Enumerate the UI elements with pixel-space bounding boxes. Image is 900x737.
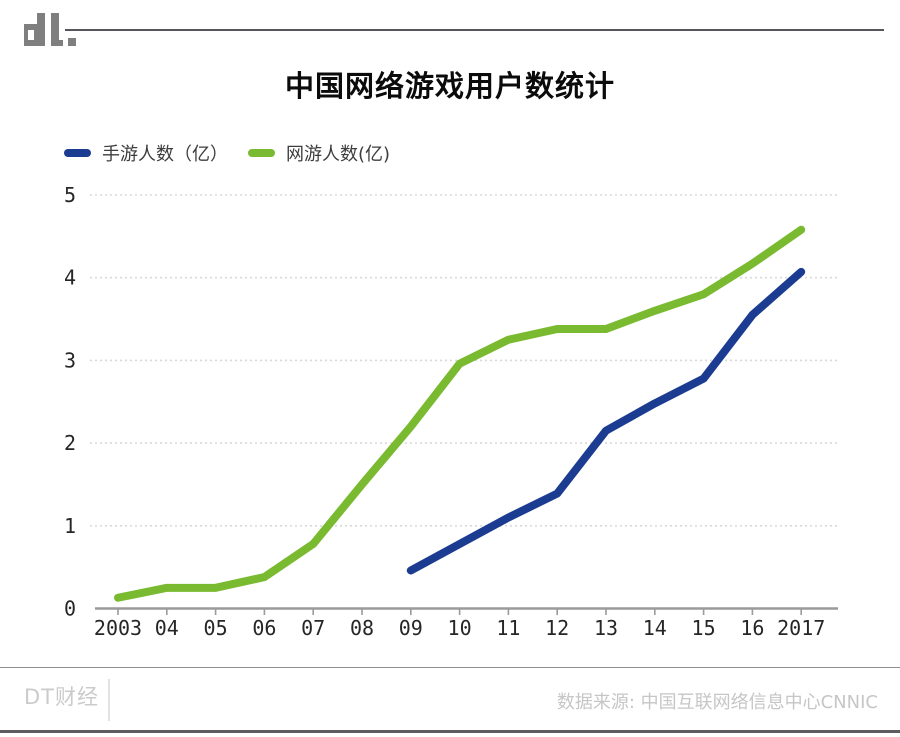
y-axis-label-4: 4 [64, 266, 76, 290]
x-axis-label-2003: 2003 [94, 616, 142, 640]
footer-rule-bottom [0, 730, 900, 733]
x-axis-label-12: 12 [545, 616, 569, 640]
x-axis-label-16: 16 [740, 616, 764, 640]
y-axis-label-1: 1 [64, 514, 76, 538]
legend-label-mobile: 手游人数（亿） [102, 144, 228, 165]
legend-item-mobile-games: 手游人数（亿） [64, 140, 228, 166]
legend-swatch-online-icon [248, 149, 275, 157]
dt-logo [24, 13, 76, 46]
x-axis-label-2017: 2017 [777, 616, 825, 640]
x-axis-label-15: 15 [692, 616, 716, 640]
x-axis-label-07: 07 [301, 616, 325, 640]
header-rule [65, 29, 884, 31]
x-axis-label-10: 10 [448, 616, 472, 640]
series-line-online-games [114, 225, 806, 602]
chart-legend: 手游人数（亿） 网游人数(亿) [64, 140, 390, 166]
y-axis-label-5: 5 [64, 183, 76, 207]
y-axis-label-0: 0 [64, 597, 76, 621]
legend-item-online-games: 网游人数(亿) [248, 140, 390, 166]
legend-swatch-mobile-icon [64, 149, 91, 157]
x-axis-label-14: 14 [643, 616, 667, 640]
footer-source: 数据来源: 中国互联网络信息中心CNNIC [556, 692, 878, 713]
series-line-mobile-games [406, 267, 806, 575]
footer-rule-top [0, 667, 900, 668]
x-axis-label-11: 11 [496, 616, 520, 640]
x-axis-label-13: 13 [594, 616, 618, 640]
x-axis-label-04: 04 [155, 616, 179, 640]
chart-title: 中国网络游戏用户数统计 [284, 69, 615, 103]
footer-divider [108, 679, 110, 721]
y-axis-label-2: 2 [64, 431, 76, 455]
x-axis-label-06: 06 [252, 616, 276, 640]
x-axis-label-09: 09 [399, 616, 423, 640]
x-axis-label-08: 08 [350, 616, 374, 640]
footer-brand: DT财经 [24, 685, 99, 709]
legend-label-online: 网游人数(亿) [286, 144, 391, 165]
x-axis-label-05: 05 [204, 616, 228, 640]
y-axis-label-3: 3 [64, 348, 76, 372]
